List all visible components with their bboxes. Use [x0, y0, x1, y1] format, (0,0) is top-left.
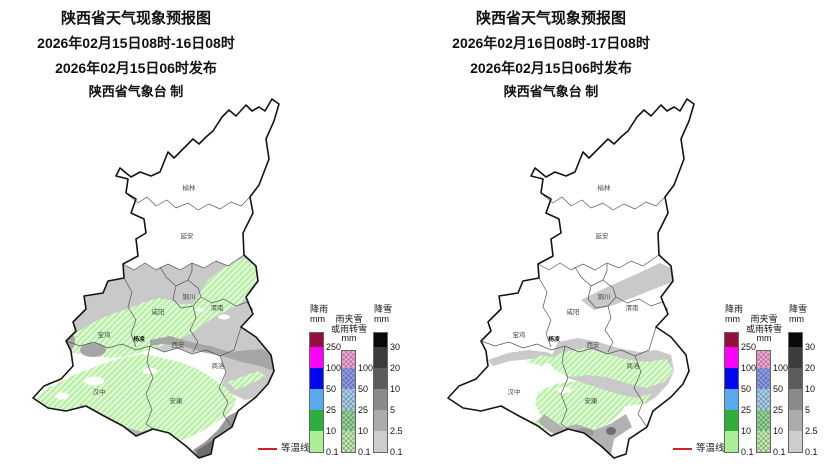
- precip-patch: [150, 336, 274, 371]
- precip-patch: [218, 314, 230, 320]
- city-label: 商洛: [627, 361, 641, 370]
- city-label: 延安: [181, 231, 195, 240]
- precip-patch: [80, 343, 106, 357]
- city-boundaries: [480, 194, 669, 430]
- valid-range: 2026年02月15日08时-16日08时: [37, 35, 235, 51]
- page-title: 陕西省天气现象预报图: [60, 10, 211, 27]
- precip-patch: [55, 392, 69, 400]
- precip-patch: [526, 355, 556, 366]
- page-title: 陕西省天气现象预报图: [475, 10, 626, 27]
- city-label: 延安: [596, 231, 610, 240]
- issue-time: 2026年02月15日06时发布: [470, 60, 632, 76]
- agency: 陕西省气象台 制: [503, 84, 599, 99]
- city-label: 榆林: [183, 183, 197, 192]
- city-label: 西安: [587, 340, 601, 349]
- city-label: 宝鸡: [513, 330, 527, 339]
- panel-header: 陕西省天气现象预报图 2026年02月16日08时-17日08时 2026年02…: [415, 6, 687, 103]
- precip-patch: [36, 354, 237, 448]
- city-label: 榆林: [598, 183, 612, 192]
- city-label: 咸阳: [152, 307, 165, 316]
- precip-patch: [143, 368, 157, 374]
- precip-patch: [488, 350, 560, 366]
- issue-time: 2026年02月15日06时发布: [55, 60, 217, 76]
- precip-patch: [557, 387, 571, 393]
- city-label: 杨凌: [133, 335, 145, 343]
- city-label: 安康: [170, 396, 184, 405]
- city-label: 汉中: [508, 387, 521, 396]
- precip-patch: [60, 258, 258, 358]
- city-label: 杨凌: [548, 335, 560, 343]
- city-label: 铜川: [598, 292, 611, 301]
- precip-patch: [84, 376, 104, 386]
- precip-patch: [581, 263, 673, 310]
- city-label: 宝鸡: [98, 330, 112, 339]
- city-label: 渭南: [626, 303, 640, 312]
- precip-patch: [558, 414, 632, 458]
- province-outline: [447, 98, 695, 459]
- valid-range: 2026年02月16日08时-17日08时: [452, 35, 650, 51]
- city-label: 西安: [172, 340, 186, 349]
- forecast-panel-day1: 陕西省天气现象预报图 2026年02月15日08时-16日08时 2026年02…: [0, 6, 403, 459]
- city-label: 渭南: [211, 303, 225, 312]
- panel-header: 陕西省天气现象预报图 2026年02月15日08时-16日08时 2026年02…: [0, 6, 272, 103]
- precip-patch: [606, 427, 616, 435]
- precip-patch: [196, 439, 214, 458]
- precip-patch: [546, 348, 674, 388]
- precip-patch: [196, 308, 204, 312]
- city-label: 安康: [585, 396, 599, 405]
- city-label: 商洛: [212, 361, 226, 370]
- precip-patch: [228, 371, 266, 390]
- city-boundaries: [65, 194, 254, 430]
- precipitation-patches: [488, 263, 674, 458]
- precip-patch: [535, 381, 626, 433]
- agency: 陕西省气象台 制: [88, 84, 184, 99]
- city-label: 咸阳: [567, 307, 580, 316]
- city-label: 铜川: [183, 292, 196, 301]
- precip-patch: [598, 388, 652, 406]
- city-label: 汉中: [93, 387, 106, 396]
- province-outline: [32, 98, 280, 459]
- precip-patch: [525, 417, 554, 434]
- forecast-panel-day2: 陕西省天气现象预报图 2026年02月16日08时-17日08时 2026年02…: [415, 0, 830, 470]
- precipitation-patches: [36, 255, 274, 458]
